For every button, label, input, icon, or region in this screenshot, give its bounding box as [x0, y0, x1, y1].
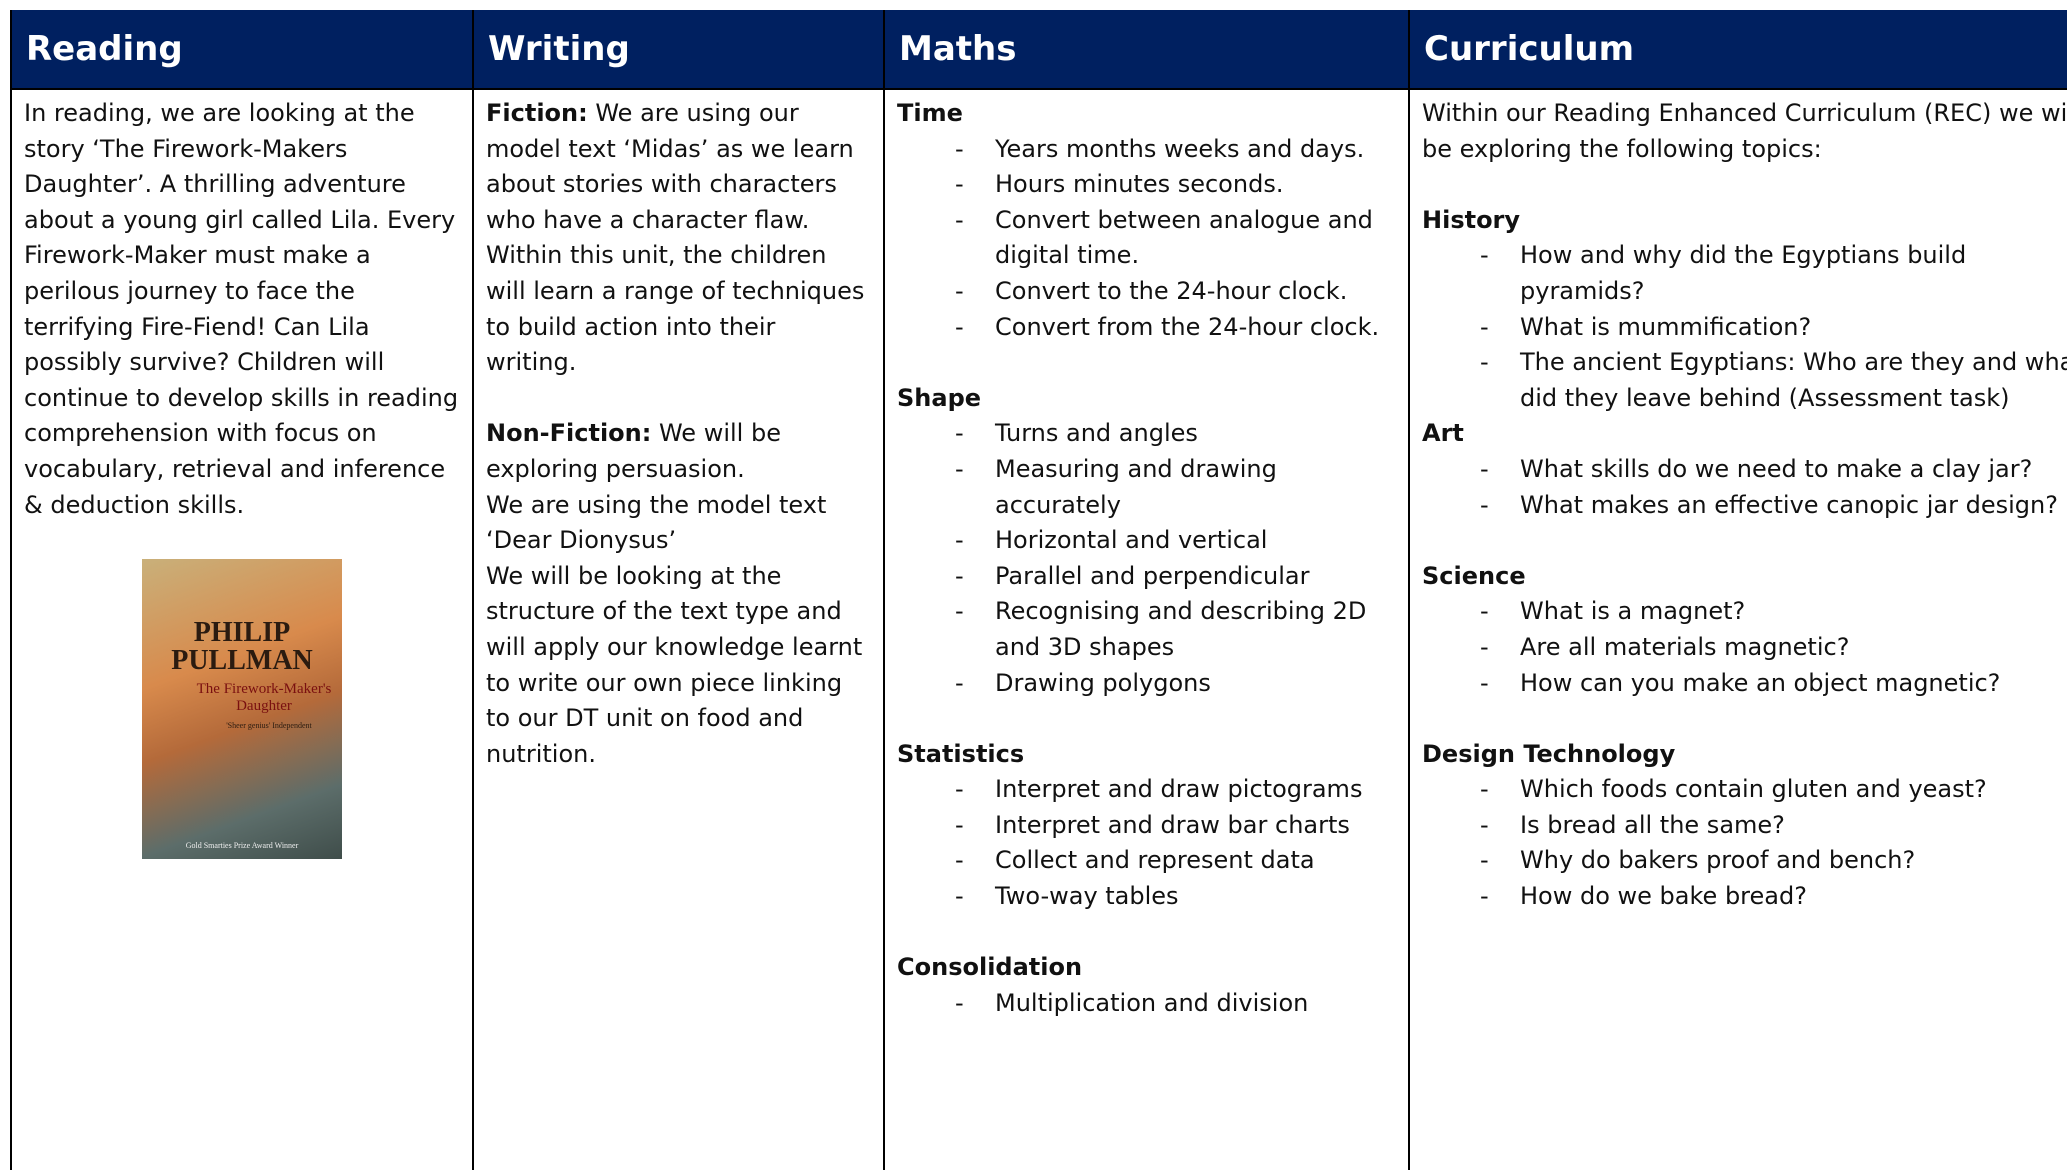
section-heading: Shape: [897, 383, 982, 412]
cover-title: The Firework-Maker's Daughter: [196, 680, 332, 714]
bullet-list: Multiplication and division: [897, 986, 1396, 1022]
paragraph: We will be looking at the structure of t…: [486, 561, 863, 768]
list-item: Interpret and draw bar charts: [955, 808, 1396, 844]
list-item: Recognising and describing 2D and 3D sha…: [955, 594, 1396, 665]
list-item: How can you make an object magnetic?: [1480, 666, 2067, 702]
paragraph-text: We will be exploring persuasion.: [486, 419, 781, 483]
paragraph: Within our Reading Enhanced Curriculum (…: [1422, 99, 2067, 163]
column-body: In reading, we are looking at the story …: [12, 88, 474, 1170]
bullet-list: What is a magnet?Are all materials magne…: [1422, 594, 2067, 701]
section-heading: Design Technology: [1422, 739, 1676, 768]
lead-label: Fiction:: [486, 99, 588, 127]
paragraph: In reading, we are looking at the story …: [24, 99, 459, 519]
paragraph: Fiction: We are using our model text ‘Mi…: [486, 96, 871, 381]
bullet-list: Interpret and draw pictogramsInterpret a…: [897, 772, 1396, 914]
cover-author: PHILIP PULLMAN: [171, 616, 313, 676]
column-body: Time Years months weeks and days.Hours mi…: [885, 88, 1410, 1170]
list-item: Drawing polygons: [955, 666, 1396, 702]
column-body: Fiction: We are using our model text ‘Mi…: [474, 88, 885, 1170]
list-item: The ancient Egyptians: Who are they and …: [1480, 345, 2067, 416]
list-item: Is bread all the same?: [1480, 808, 2067, 844]
list-item: Which foods contain gluten and yeast?: [1480, 772, 2067, 808]
header-text: Curriculum: [1424, 29, 1634, 69]
list-item: Turns and angles: [955, 416, 1396, 452]
list-item: What makes an effective canopic jar desi…: [1480, 488, 2067, 524]
bullet-list: Which foods contain gluten and yeast?Is …: [1422, 772, 2067, 914]
section-heading: Science: [1422, 561, 1526, 590]
header-text: Maths: [899, 29, 1017, 69]
book-cover: PHILIP PULLMAN The Firework-Maker's Daugh…: [142, 558, 342, 859]
column-header: Reading: [12, 10, 474, 88]
cover-quote: 'Sheer genius' Independent: [226, 720, 312, 730]
topic-table: Reading Writing Maths Curriculum In reading,…: [10, 10, 2067, 1170]
list-item: Parallel and perpendicular: [955, 559, 1396, 595]
list-item: Convert between analogue and digital tim…: [955, 203, 1396, 274]
bullet-list: Years months weeks and days.Hours minute…: [897, 132, 1396, 346]
list-item: Convert from the 24-hour clock.: [955, 310, 1396, 346]
column-header: Maths: [885, 10, 1410, 88]
list-item: How do we bake bread?: [1480, 879, 2067, 915]
list-item: How and why did the Egyptians build pyra…: [1480, 238, 2067, 309]
list-item: What is mummification?: [1480, 310, 2067, 346]
section-heading: Time: [897, 99, 963, 127]
list-item: Collect and represent data: [955, 843, 1396, 879]
paragraph-text: We are using our model text ‘Midas’ as w…: [486, 99, 865, 377]
bullet-list: How and why did the Egyptians build pyra…: [1422, 238, 2067, 416]
section-heading: Consolidation: [897, 953, 1083, 982]
cover-award: Gold Smarties Prize Award Winner: [185, 840, 299, 850]
list-item: Hours minutes seconds.: [955, 167, 1396, 203]
header-text: Writing: [488, 29, 630, 69]
list-item: Two-way tables: [955, 879, 1396, 915]
header-text: Reading: [26, 29, 183, 69]
list-item: Measuring and drawing accurately: [955, 452, 1396, 523]
list-item: Are all materials magnetic?: [1480, 630, 2067, 666]
bullet-list: What skills do we need to make a clay ja…: [1422, 452, 2067, 523]
list-item: Years months weeks and days.: [955, 132, 1396, 168]
list-item: Convert to the 24-hour clock.: [955, 274, 1396, 310]
lead-label: Non-Fiction:: [486, 419, 652, 448]
section-heading: History: [1422, 205, 1521, 234]
section-heading: Art: [1422, 419, 1464, 448]
paragraph: We are using the model text ‘Dear Dionys…: [486, 490, 827, 555]
column-body: Within our Reading Enhanced Curriculum (…: [1410, 88, 2067, 1170]
column-header: Writing: [474, 10, 885, 88]
list-item: Horizontal and vertical: [955, 523, 1396, 559]
list-item: What is a magnet?: [1480, 594, 2067, 630]
bullet-list: Turns and anglesMeasuring and drawing ac…: [897, 416, 1396, 701]
list-item: Interpret and draw pictograms: [955, 772, 1396, 808]
list-item: Multiplication and division: [955, 986, 1396, 1022]
column-header: Curriculum: [1410, 10, 2067, 88]
paragraph: Non-Fiction: We will be exploring persua…: [486, 416, 871, 487]
list-item: What skills do we need to make a clay ja…: [1480, 452, 2067, 488]
list-item: Why do bakers proof and bench?: [1480, 843, 2067, 879]
section-heading: Statistics: [897, 739, 1025, 768]
